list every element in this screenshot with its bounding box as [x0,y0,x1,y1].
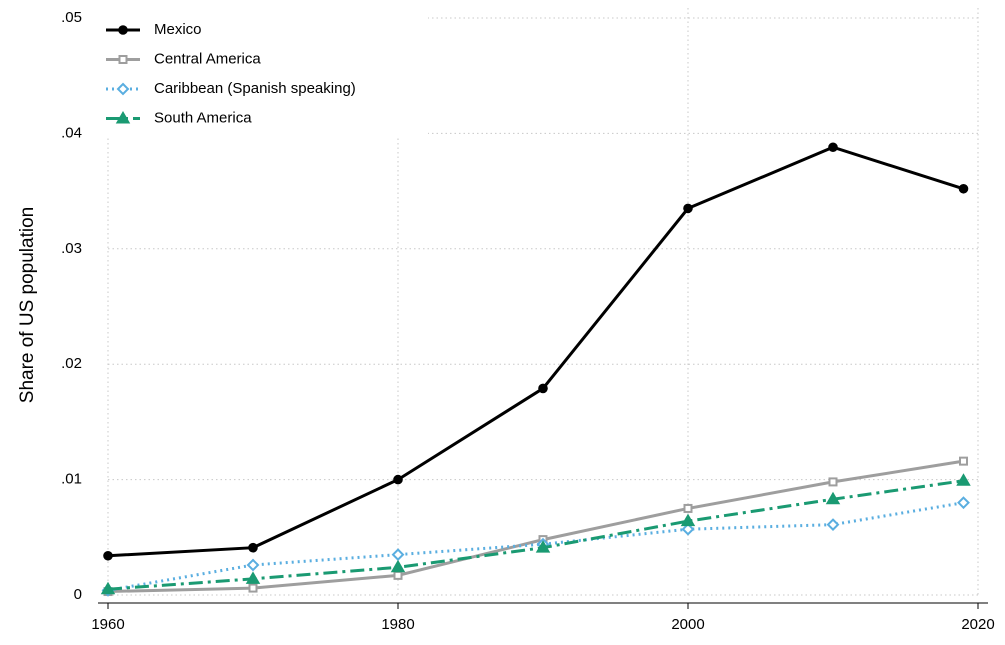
y-tick-label: .01 [61,471,82,488]
marker [118,55,128,64]
marker [825,491,841,505]
y-tick-label: .05 [61,9,82,26]
x-tick-label: 2020 [961,616,994,633]
marker [100,581,116,595]
y-axis-title: Share of US population [17,207,38,403]
marker [956,473,971,486]
marker [115,111,131,124]
y-tick-label: .02 [61,355,82,372]
x-tick-label: 1980 [381,616,414,633]
marker [118,25,128,35]
marker [245,571,261,584]
legend: Mexico Central America Caribbean (Spanish … [88,8,428,136]
legend-label: South America [154,109,252,126]
marker [393,474,403,485]
legend-label: Mexico [154,21,202,38]
marker [681,522,695,536]
marker [391,548,405,562]
marker [248,542,258,553]
marker [535,540,551,553]
marker [248,583,258,593]
marker [390,559,406,573]
x-tick-label: 1960 [91,616,124,633]
y-tick-label: .04 [61,124,82,141]
marker [958,183,969,194]
marker [103,550,113,561]
y-tick-label: 0 [74,586,82,603]
marker [683,203,693,214]
marker [680,513,696,527]
legend-label: Central America [154,50,261,67]
marker [393,570,403,580]
marker [683,503,693,513]
x-tick-label: 2000 [671,616,704,633]
marker [959,456,968,466]
marker [246,558,260,572]
marker [116,82,130,96]
marker [538,383,548,394]
marker [828,477,838,487]
marker [828,142,838,153]
marker [826,518,840,532]
legend-box [88,8,428,136]
y-tick-label: .03 [61,240,82,257]
legend-label: Caribbean (Spanish speaking) [154,80,356,97]
marker [957,496,970,510]
